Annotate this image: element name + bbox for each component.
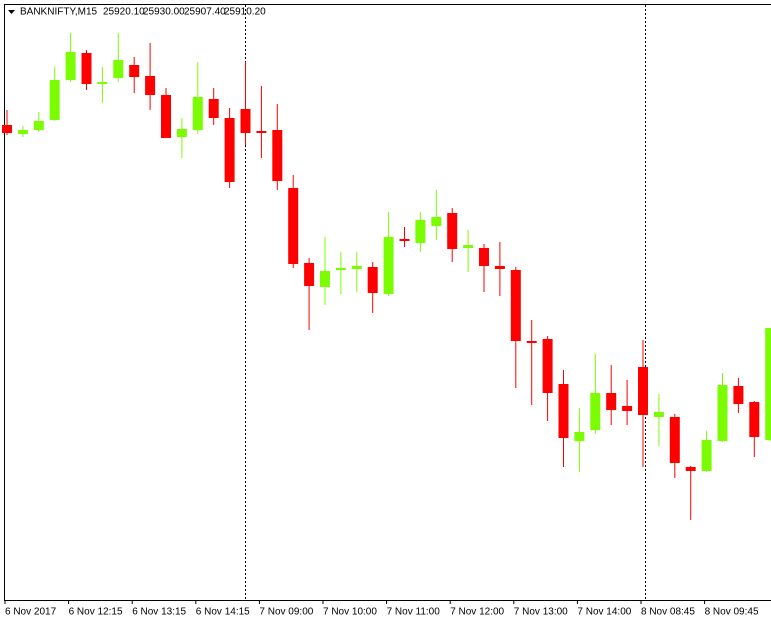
header-close: 25910.20 — [224, 7, 266, 18]
candle-body — [49, 80, 60, 120]
candle-body — [383, 237, 394, 294]
candle-body — [399, 239, 410, 241]
x-tick-label: 7 Nov 10:00 — [323, 607, 377, 618]
x-tick-label: 6 Nov 12:15 — [69, 607, 123, 618]
candle-body — [622, 406, 633, 411]
candle-body — [256, 131, 267, 133]
header-arrow — [8, 10, 15, 14]
candle-body — [335, 268, 346, 270]
candle-body — [97, 82, 108, 84]
candle-body — [367, 267, 378, 293]
candle-body — [669, 417, 680, 463]
x-tick-label: 8 Nov 08:45 — [641, 607, 695, 618]
x-tick-label: 7 Nov 13:00 — [514, 607, 568, 618]
x-tick-label: 7 Nov 09:00 — [259, 607, 313, 618]
x-tick-label: 7 Nov 14:00 — [577, 607, 631, 618]
candle-body — [192, 97, 203, 130]
candle-body — [240, 109, 251, 133]
candle-body — [129, 65, 140, 77]
x-tick-label: 6 Nov 14:15 — [196, 607, 250, 618]
candle-body — [33, 121, 44, 130]
candle-body — [463, 245, 474, 248]
candle-body — [749, 402, 760, 437]
candle-body — [208, 99, 219, 118]
candle-body — [494, 266, 505, 269]
candle-body — [17, 130, 28, 134]
x-tick-label: 6 Nov 2017 — [5, 607, 57, 618]
candle-body — [558, 384, 569, 438]
candle-body — [685, 467, 696, 471]
x-tick-label: 7 Nov 12:00 — [450, 607, 504, 618]
candle-body — [733, 386, 744, 404]
candle-body — [65, 52, 76, 80]
candle-body — [431, 217, 442, 226]
x-tick-label: 6 Nov 13:15 — [132, 607, 186, 618]
candle-body — [590, 393, 601, 430]
candle-body — [145, 76, 156, 95]
candle-body — [638, 367, 648, 415]
candle-body — [653, 412, 664, 417]
candle-body — [574, 432, 585, 441]
candle-body — [2, 125, 12, 133]
candle-body — [510, 270, 521, 341]
candle-body — [606, 393, 617, 410]
candle-body — [701, 440, 712, 471]
candle-body — [81, 53, 92, 84]
candle-body — [765, 328, 771, 440]
candle-body — [479, 248, 489, 266]
x-tick-label: 7 Nov 11:00 — [387, 607, 441, 618]
candle-body — [304, 263, 315, 286]
header-open: 25920.10 — [103, 7, 145, 18]
header-symbol: BANKNIFTY,M15 — [20, 7, 97, 18]
candle-body — [320, 271, 330, 287]
candle-body — [717, 385, 728, 441]
candle-body — [224, 118, 235, 182]
candle-body — [415, 220, 426, 243]
candle-body — [288, 188, 299, 264]
candle-body — [542, 339, 553, 393]
header-high: 25930.00 — [143, 7, 185, 18]
candle-body — [176, 129, 187, 137]
candle-body — [272, 130, 283, 181]
candle-body — [447, 213, 458, 249]
header-low: 25907.40 — [184, 7, 226, 18]
x-tick-label: 8 Nov 09:45 — [705, 607, 759, 618]
candle-body — [351, 266, 362, 269]
candle-body — [526, 341, 537, 343]
candle-body — [161, 95, 171, 138]
candle-body — [113, 60, 124, 78]
